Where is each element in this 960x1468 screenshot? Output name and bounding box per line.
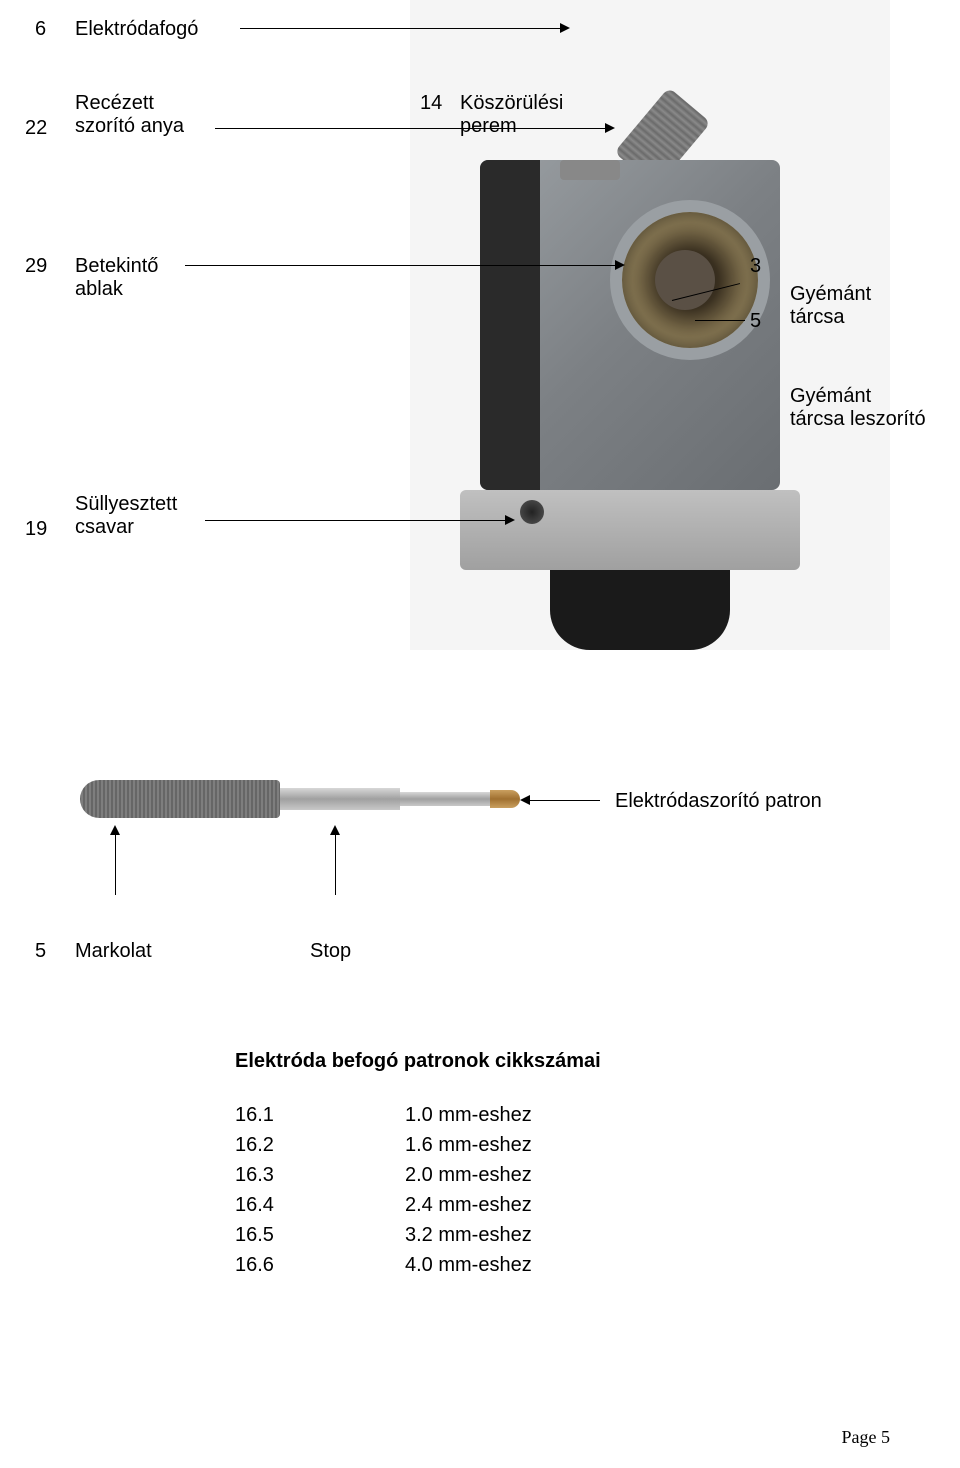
table-size: 3.2 mm-eshez <box>405 1220 532 1250</box>
label-3-num: 3 <box>750 255 761 278</box>
collet-table: 16.1 1.0 mm-eshez 16.2 1.6 mm-eshez 16.3… <box>235 1100 532 1280</box>
label-stop-text: Stop <box>310 940 351 963</box>
table-size: 4.0 mm-eshez <box>405 1250 532 1280</box>
shaft-mid <box>280 788 400 810</box>
table-size: 1.6 mm-eshez <box>405 1130 532 1160</box>
label-collet-text: Elektródaszorító patron <box>615 790 822 813</box>
table-row: 16.4 2.4 mm-eshez <box>235 1190 532 1220</box>
label-19-text: Süllyesztett csavar <box>75 493 177 539</box>
arrow-6 <box>240 28 560 29</box>
table-row: 16.1 1.0 mm-eshez <box>235 1100 532 1130</box>
base-plate <box>460 490 800 570</box>
arrow-stop <box>335 835 336 895</box>
label-clamp-text: Gyémánt tárcsa leszorító <box>790 385 926 431</box>
label-22-text: Recézett szorító anya <box>75 92 184 138</box>
grinder-left-panel <box>480 160 540 490</box>
table-size: 1.0 mm-eshez <box>405 1100 532 1130</box>
table-size: 2.4 mm-eshez <box>405 1190 532 1220</box>
collet-tip <box>490 790 520 808</box>
arrow-22-head <box>605 123 615 133</box>
arrow-collet <box>530 800 600 801</box>
arrow-markolat <box>115 835 116 895</box>
arrow-stop-head <box>330 825 340 835</box>
arrow-collet-head <box>520 795 530 805</box>
label-14-num: 14 <box>420 92 442 115</box>
arrow-29 <box>185 265 615 266</box>
label-6-text: Elektródafogó <box>75 18 198 41</box>
label-markolat-num: 5 <box>35 940 46 963</box>
table-code: 16.5 <box>235 1220 405 1250</box>
table-row: 16.6 4.0 mm-eshez <box>235 1250 532 1280</box>
arrow-19 <box>205 520 505 521</box>
table-row: 16.5 3.2 mm-eshez <box>235 1220 532 1250</box>
motor-housing <box>550 570 730 650</box>
label-14-text: Köszörülési perem <box>460 92 563 138</box>
label-22-num: 22 <box>25 117 47 140</box>
label-29-text: Betekintő ablak <box>75 255 158 301</box>
diamond-disc <box>655 250 715 310</box>
table-code: 16.3 <box>235 1160 405 1190</box>
shaft-narrow <box>400 792 490 806</box>
page-footer: Page 5 <box>842 1427 891 1448</box>
label-19-num: 19 <box>25 518 47 541</box>
arrow-6-head <box>560 23 570 33</box>
label-3-text: Gyémánt tárcsa <box>790 283 871 329</box>
electrode-shaft <box>689 0 878 3</box>
table-size: 2.0 mm-eshez <box>405 1160 532 1190</box>
countersunk-screw <box>520 500 544 524</box>
arrow-5b <box>695 320 745 321</box>
table-row: 16.3 2.0 mm-eshez <box>235 1160 532 1190</box>
arrow-19-head <box>505 515 515 525</box>
label-29-num: 29 <box>25 255 47 278</box>
table-code: 16.6 <box>235 1250 405 1280</box>
label-5-num: 5 <box>750 310 761 333</box>
table-row: 16.2 1.6 mm-eshez <box>235 1130 532 1160</box>
label-6-num: 6 <box>35 18 46 41</box>
table-title: Elektróda befogó patronok cikkszámai <box>235 1050 601 1073</box>
grinding-edge <box>560 160 620 180</box>
table-code: 16.4 <box>235 1190 405 1220</box>
knurled-handle <box>80 780 280 818</box>
table-code: 16.2 <box>235 1130 405 1160</box>
label-markolat-text: Markolat <box>75 940 152 963</box>
arrow-29-head <box>615 260 625 270</box>
table-code: 16.1 <box>235 1100 405 1130</box>
arrow-markolat-head <box>110 825 120 835</box>
electrode-holder-photo <box>80 740 530 860</box>
